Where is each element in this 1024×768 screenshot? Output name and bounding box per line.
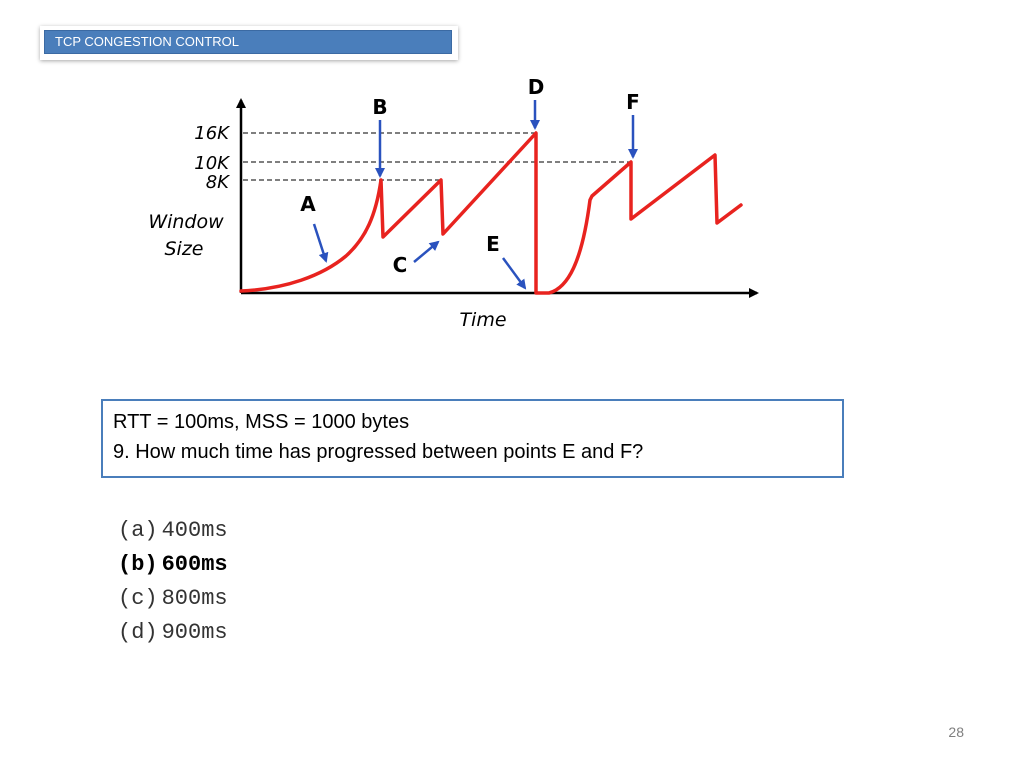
- arrow-a: [312, 223, 329, 263]
- option-d[interactable]: (d) 900ms: [118, 616, 228, 650]
- option-c-label: (c): [118, 586, 158, 611]
- arrow-e: [501, 257, 527, 290]
- point-label-b: B: [372, 95, 387, 119]
- slide-title-banner: TCP CONGESTION CONTROL: [40, 26, 458, 60]
- option-a-label: (a): [118, 518, 158, 543]
- option-b-text: 600ms: [161, 552, 228, 577]
- slide-title: TCP CONGESTION CONTROL: [44, 30, 452, 54]
- arrow-c: [413, 240, 440, 263]
- congestion-window-curve: [239, 131, 743, 295]
- y-axis-label-size: Size: [164, 238, 203, 260]
- option-d-text: 900ms: [161, 620, 228, 645]
- point-label-f: F: [626, 90, 640, 114]
- point-label-a: A: [300, 192, 316, 216]
- option-c-text: 800ms: [161, 586, 228, 611]
- option-d-label: (d): [118, 620, 158, 645]
- page-number: 28: [948, 724, 964, 740]
- question-text: 9. How much time has progressed between …: [113, 441, 644, 463]
- question-box: RTT = 100ms, MSS = 1000 bytes 9. How muc…: [101, 399, 844, 478]
- tick-label-8k: 8K: [206, 172, 230, 193]
- tick-label-16k: 16K: [194, 123, 230, 144]
- option-a[interactable]: (a) 400ms: [118, 514, 228, 548]
- point-label-c: C: [393, 253, 408, 277]
- point-label-d: D: [528, 75, 545, 99]
- question-parameters: RTT = 100ms, MSS = 1000 bytes: [113, 411, 410, 433]
- tick-label-10k: 10K: [194, 153, 230, 174]
- option-b[interactable]: (b) 600ms: [118, 548, 228, 582]
- x-axis-label-time: Time: [459, 309, 506, 331]
- option-a-text: 400ms: [161, 518, 228, 543]
- option-c[interactable]: (c) 800ms: [118, 582, 228, 616]
- answer-options: (a) 400ms (b) 600ms (c) 800ms (d) 900ms: [118, 514, 228, 650]
- option-b-label: (b): [118, 552, 158, 577]
- point-label-e: E: [486, 232, 500, 256]
- y-axis-label-window: Window: [148, 211, 224, 233]
